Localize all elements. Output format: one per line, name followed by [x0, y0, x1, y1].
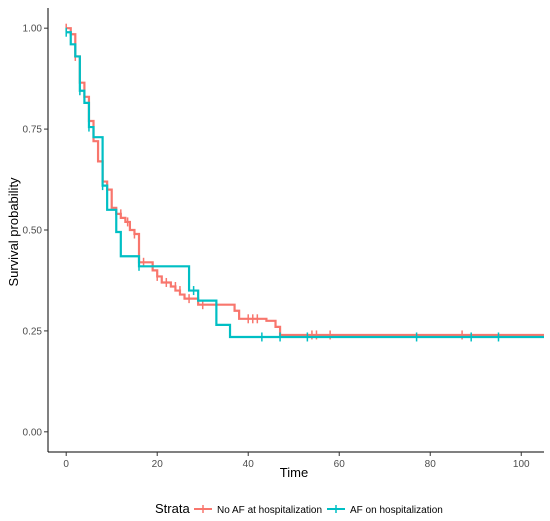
- survival-curve-af: [66, 31, 544, 339]
- legend-label-af: AF on hospitalization: [350, 505, 443, 516]
- x-tick-label: 60: [334, 459, 346, 470]
- x-tick-label: 40: [243, 459, 255, 470]
- x-axis-title: Time: [280, 465, 308, 480]
- survival-curve-no-af: [66, 27, 544, 337]
- y-tick-label: 0.50: [23, 226, 43, 237]
- plot-area: [65, 23, 544, 342]
- x-tick-label: 20: [152, 459, 164, 470]
- y-tick-label: 0.00: [23, 427, 43, 438]
- y-tick-label: 1.00: [23, 24, 43, 35]
- x-tick-label: 0: [63, 459, 69, 470]
- legend-item-no-af: No AF at hospitalization: [194, 505, 322, 516]
- series-no-af: [65, 23, 544, 340]
- series-af: [65, 27, 544, 342]
- legend-title: Strata: [155, 501, 190, 516]
- legend: Strata No AF at hospitalization AF on ho…: [155, 501, 443, 516]
- y-axis-title: Survival probability: [6, 177, 21, 287]
- y-tick-label: 0.75: [23, 125, 43, 136]
- legend-label-no-af: No AF at hospitalization: [217, 505, 322, 516]
- x-tick-label: 100: [513, 459, 530, 470]
- y-tick-label: 0.25: [23, 326, 43, 337]
- x-tick-label: 80: [425, 459, 437, 470]
- axes: 0 20 40 60 80 100 0.00 0.25 0.50 0.75 1.00: [23, 8, 544, 470]
- legend-item-af: AF on hospitalization: [327, 505, 443, 516]
